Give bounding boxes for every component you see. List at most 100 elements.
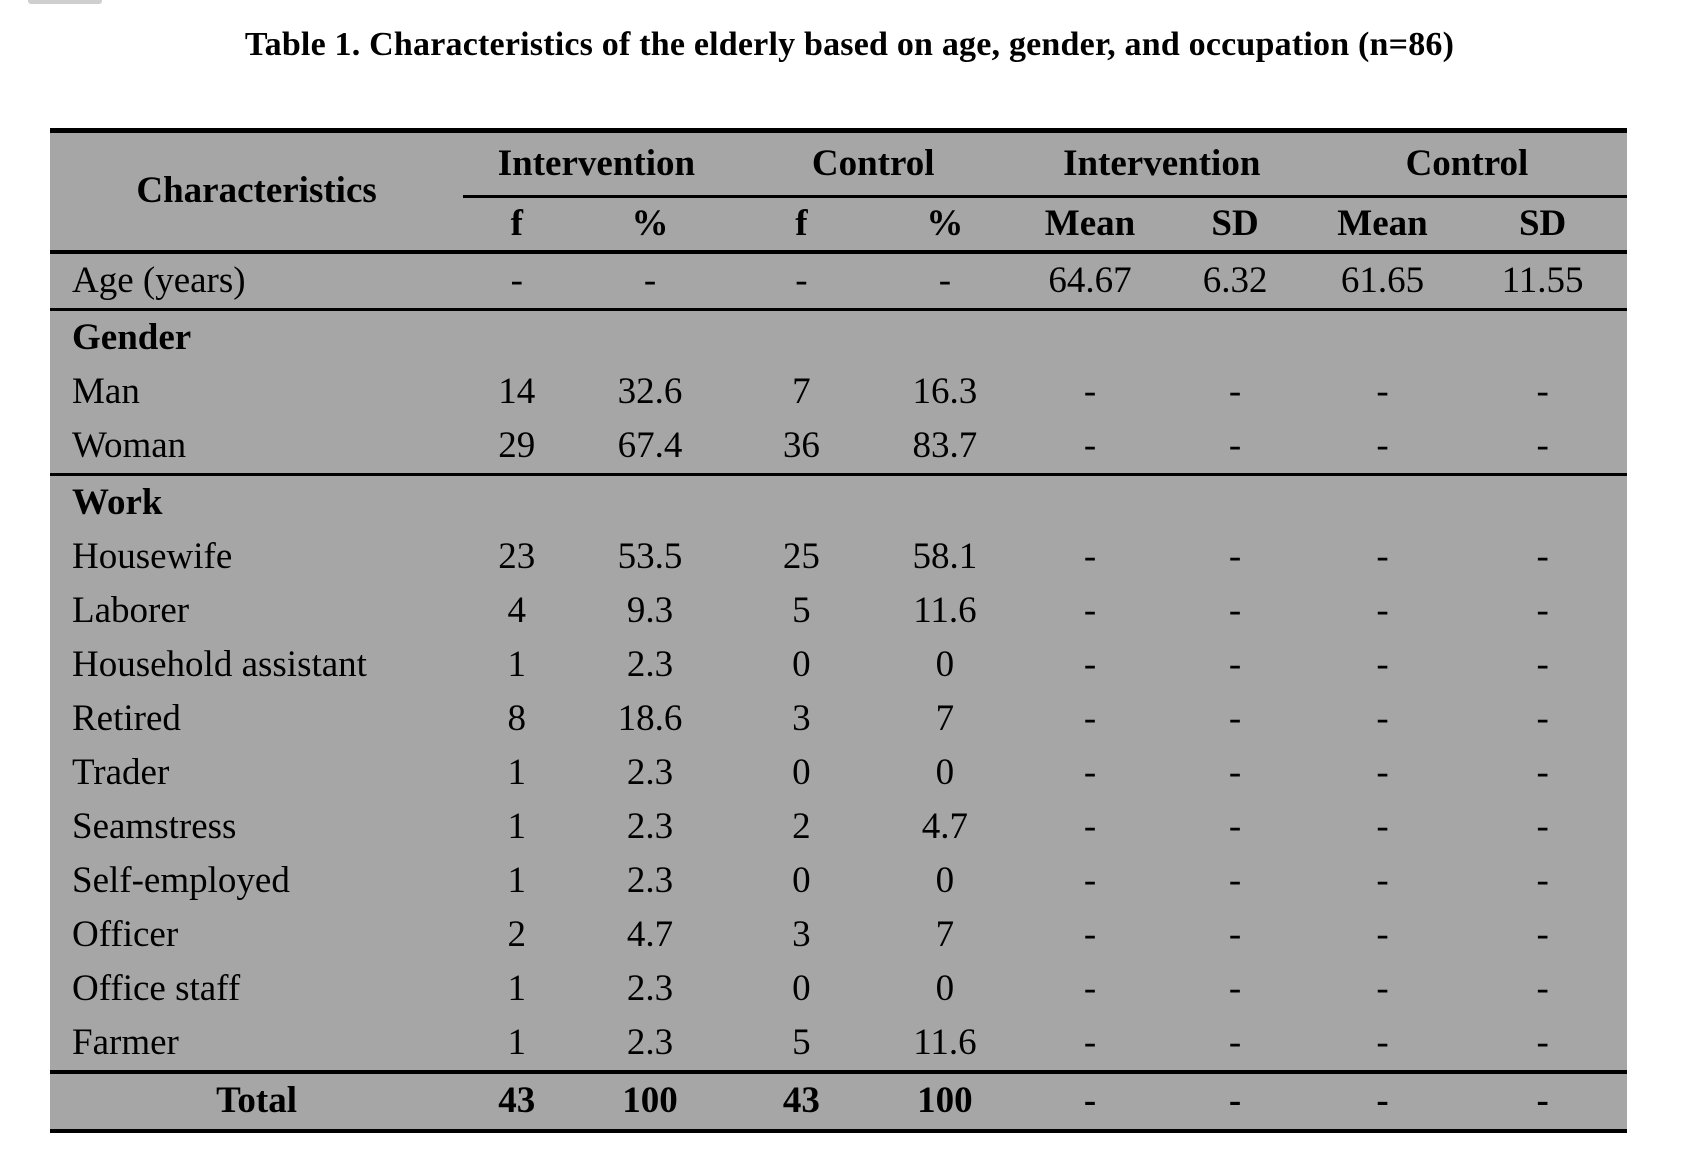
row-label: Office staff [72, 967, 241, 1009]
cell: 2.3 [626, 643, 674, 685]
subcolumn-header-pct2: % [873, 196, 1017, 254]
cell: 11.6 [913, 589, 977, 631]
cell: - [1376, 967, 1389, 1009]
table-row: Office staff 1 2.3 0 0 - - - - [50, 962, 1627, 1016]
cell: 64.67 [1016, 252, 1164, 311]
cell: - [1536, 535, 1549, 577]
cell: 7 [935, 697, 955, 739]
cell: 0 [935, 967, 955, 1009]
row-label: Seamstress [72, 805, 237, 847]
table-row: Household assistant 1 2.3 0 0 - - - - [50, 638, 1627, 692]
cell: 1 [507, 751, 527, 793]
cell: - [1228, 913, 1242, 955]
cell: 11.6 [873, 1016, 1017, 1074]
cell: 3 [792, 697, 811, 739]
cell: - [1376, 1080, 1389, 1122]
cell [463, 475, 570, 531]
subcolumn-header-sd2: SD [1458, 196, 1627, 254]
cell: 5 [792, 589, 811, 631]
cell [1458, 310, 1627, 366]
cell: - [1376, 370, 1389, 412]
cell: - [1376, 805, 1389, 847]
cell: 83.7 [873, 419, 1017, 476]
row-label: Trader [72, 751, 170, 793]
cell: 1 [507, 859, 527, 901]
cell: 2.3 [626, 751, 674, 793]
cell: - [1228, 859, 1242, 901]
cell: 11.55 [1458, 252, 1627, 311]
characteristics-table: Characteristics Intervention Control Int… [50, 128, 1627, 1133]
cell: - [1083, 859, 1097, 901]
cell: 36 [729, 419, 874, 476]
cell: - [1163, 1016, 1307, 1074]
subcolumn-header-sd1: SD [1163, 196, 1307, 254]
cell: - [1083, 751, 1097, 793]
table-row: Woman 29 67.4 36 83.7- - - - [50, 419, 1627, 476]
cell: - [1536, 913, 1549, 955]
table-row: Total 43 100 43 100 - - - - [50, 1072, 1627, 1131]
cell: 8 [507, 697, 527, 739]
subcolumn-header-mean2: Mean [1306, 196, 1459, 254]
cell: 14 [498, 370, 536, 412]
cell [1307, 310, 1458, 366]
cell: - [1376, 697, 1389, 739]
cell: - [1536, 751, 1549, 793]
cell: - [1376, 643, 1389, 685]
row-label: Officer [72, 913, 179, 955]
cell: 2 [792, 805, 811, 847]
cell: 100 [917, 1080, 973, 1122]
cell: - [1458, 1016, 1627, 1074]
cell: 2 [507, 913, 527, 955]
cell: - [1083, 967, 1097, 1009]
cell: - [1016, 419, 1164, 476]
cell: - [1306, 1016, 1459, 1074]
cell: 61.65 [1306, 252, 1459, 311]
cell: - [1163, 419, 1307, 476]
row-label: Work [72, 481, 163, 523]
table-title: Table 1. Characteristics of the elderly … [244, 26, 1455, 63]
cell: - [1228, 370, 1242, 412]
cell: - [1376, 751, 1389, 793]
cell: - [873, 252, 1017, 311]
cell: - [1228, 535, 1242, 577]
row-label: Household assistant [72, 643, 367, 685]
cell: - [1536, 643, 1549, 685]
header-group-row: Characteristics Intervention Control Int… [50, 130, 1627, 254]
cell: 4.7 [626, 913, 674, 955]
row-label: Self-employed [72, 859, 290, 901]
cell: - [1083, 643, 1097, 685]
cell [873, 475, 1017, 531]
cell: 0 [935, 643, 955, 685]
table-row: Gender [50, 310, 1627, 366]
table-header: Characteristics Intervention Control Int… [50, 130, 1627, 254]
cell: - [1458, 419, 1627, 476]
table-row: Work [50, 475, 1627, 531]
cell: 18.6 [617, 697, 683, 739]
cell: 43 [782, 1080, 820, 1122]
subcolumn-header-mean1: Mean [1016, 196, 1164, 254]
cell: - [1083, 535, 1097, 577]
cell: - [1083, 697, 1097, 739]
cell: - [1228, 697, 1242, 739]
cell: 3 [792, 913, 811, 955]
cell: 1 [507, 967, 527, 1009]
cell: - [1228, 643, 1242, 685]
cell: 0 [935, 751, 955, 793]
cell: - [1083, 589, 1097, 631]
cell: 23 [498, 535, 536, 577]
cell: 29 [463, 419, 571, 476]
cell: 6.32 [1163, 252, 1307, 311]
cell: 2.3 [626, 805, 674, 847]
cell: 58.1 [912, 535, 978, 577]
cell [570, 310, 729, 366]
cell: 0 [792, 967, 811, 1009]
cell: - [1376, 535, 1389, 577]
cell [570, 475, 729, 531]
cell: - [1228, 967, 1242, 1009]
cell: - [1083, 805, 1097, 847]
subcolumn-header-f1: f [463, 196, 571, 254]
row-label: Total [216, 1080, 298, 1122]
cell: - [1376, 859, 1389, 901]
cell: 2.3 [626, 967, 674, 1009]
